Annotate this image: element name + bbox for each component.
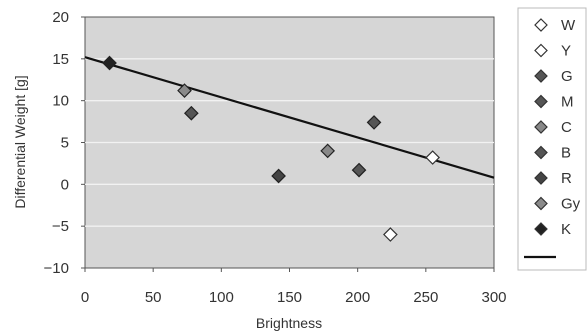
legend-marker-y [534, 43, 548, 58]
x-tick-label: 250 [413, 289, 438, 306]
legend-marker-m [534, 94, 548, 109]
y-tick-label: −10 [44, 260, 69, 277]
x-tick-label: 200 [345, 289, 370, 306]
x-axis-ticks: 0 50 100 150 200 250 300 [81, 268, 507, 306]
x-tick-label: 100 [209, 289, 234, 306]
legend-label-y: Y [561, 43, 571, 60]
legend-label-m: M [561, 94, 574, 111]
x-tick-label: 300 [481, 289, 506, 306]
data-point-w [425, 150, 440, 165]
x-axis-title: Brightness [256, 315, 322, 331]
x-tick-label: 150 [277, 289, 302, 306]
legend-label-gy: Gy [561, 196, 581, 213]
y-tick-label: −5 [52, 218, 69, 235]
legend-label-r: R [561, 170, 572, 187]
data-point-b [351, 162, 367, 178]
legend-marker-k [534, 222, 548, 236]
data-point-k [102, 55, 117, 71]
legend-label-w: W [561, 17, 576, 34]
legend-label-b: B [561, 145, 571, 162]
legend-marker-c [534, 120, 548, 134]
y-tick-label: 15 [52, 51, 69, 68]
legend-marker-gy [534, 196, 548, 211]
legend-marker-b [534, 145, 548, 160]
y-axis-ticks: −10 −5 0 5 10 15 20 [44, 9, 85, 277]
x-tick-label: 0 [81, 289, 89, 306]
legend-label-c: C [561, 119, 572, 136]
legend-label-g: G [561, 68, 573, 85]
y-tick-label: 0 [61, 176, 69, 193]
data-point-m [183, 105, 199, 121]
y-tick-label: 5 [61, 135, 69, 152]
data-points [102, 55, 440, 242]
y-tick-label: 10 [52, 93, 69, 110]
data-point-g [366, 115, 382, 130]
gridlines [85, 58, 494, 227]
x-tick-label: 50 [145, 289, 162, 306]
legend-marker-w [534, 18, 548, 32]
data-point-r [271, 168, 286, 184]
legend-label-k: K [561, 221, 571, 238]
y-tick-label: 20 [52, 9, 69, 26]
legend-box [517, 7, 587, 271]
legend-marker-r [534, 171, 548, 185]
y-axis-title: Differential Weight [g] [12, 75, 28, 208]
legend-marker-g [534, 69, 548, 83]
data-point-gy [177, 83, 192, 98]
data-point-c [320, 143, 336, 159]
data-point-y [383, 227, 398, 242]
